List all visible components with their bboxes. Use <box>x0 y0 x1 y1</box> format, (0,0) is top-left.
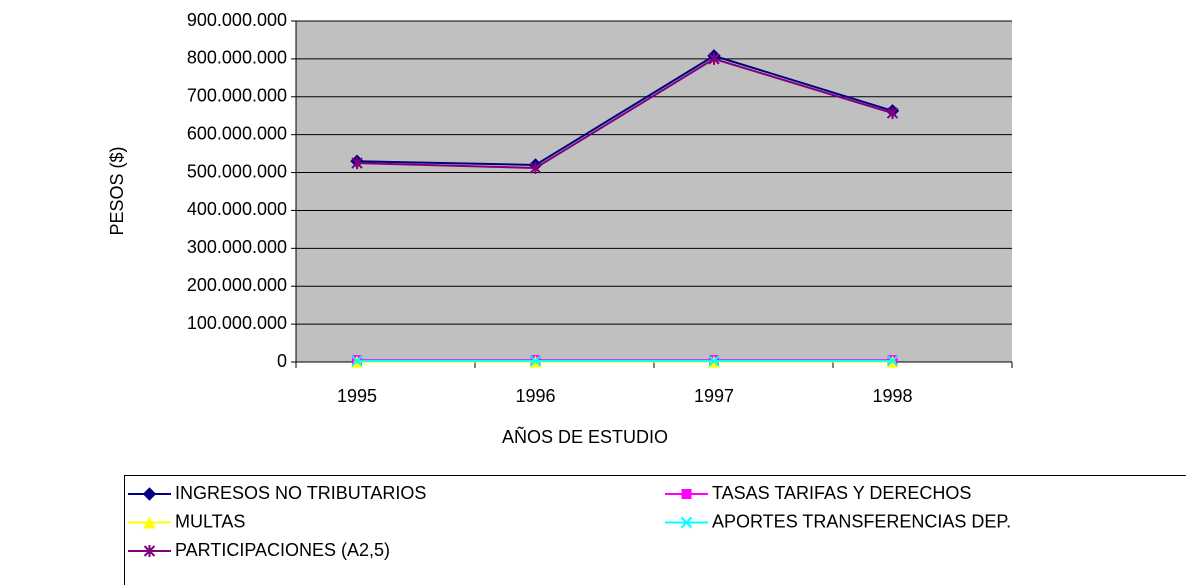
point-marker <box>529 355 542 367</box>
legend-label: PARTICIPACIONES (A2,5) <box>175 540 390 560</box>
legend-label: INGRESOS NO TRIBUTARIOS <box>175 483 426 503</box>
legend-marker <box>681 489 692 499</box>
y-tick-label: 700.000.000 <box>187 86 287 106</box>
y-tick-label: 900.000.000 <box>187 10 287 30</box>
point-marker <box>886 355 899 367</box>
point-marker <box>351 157 363 170</box>
y-tick-label: 200.000.000 <box>187 275 287 295</box>
legend-marker <box>142 487 157 501</box>
legend-label: TASAS TARIFAS Y DERECHOS <box>712 483 971 503</box>
legend-label: MULTAS <box>175 511 245 531</box>
series-line <box>356 54 893 166</box>
x-tick-label: 1997 <box>694 386 734 406</box>
x-axis-title: AÑOS DE ESTUDIO <box>502 426 668 447</box>
x-tick-label: 1998 <box>872 386 912 406</box>
y-tick-label: 600.000.000 <box>187 123 287 143</box>
legend-label: APORTES TRANSFERENCIAS DEP. <box>712 511 1011 531</box>
plot-area <box>296 21 1012 362</box>
point-marker <box>529 162 542 175</box>
point-marker <box>886 107 899 120</box>
y-tick-label: 100.000.000 <box>187 313 287 333</box>
y-tick-label: 500.000.000 <box>187 161 287 181</box>
y-tick-label: 800.000.000 <box>187 48 287 68</box>
legend-marker <box>680 516 693 529</box>
legend-marker <box>143 516 156 529</box>
series-line <box>356 57 893 170</box>
point-marker <box>708 52 720 65</box>
x-tick-label: 1996 <box>515 386 555 406</box>
y-tick-label: 0 <box>277 351 287 371</box>
y-tick-label: 400.000.000 <box>187 199 287 219</box>
point-marker <box>708 355 720 367</box>
y-tick-label: 300.000.000 <box>187 237 287 257</box>
legend-marker <box>143 545 156 557</box>
point-marker <box>351 355 363 367</box>
legend-box <box>124 475 1186 585</box>
y-axis-title: PESOS ($) <box>107 146 127 235</box>
x-tick-label: 1995 <box>337 386 377 406</box>
